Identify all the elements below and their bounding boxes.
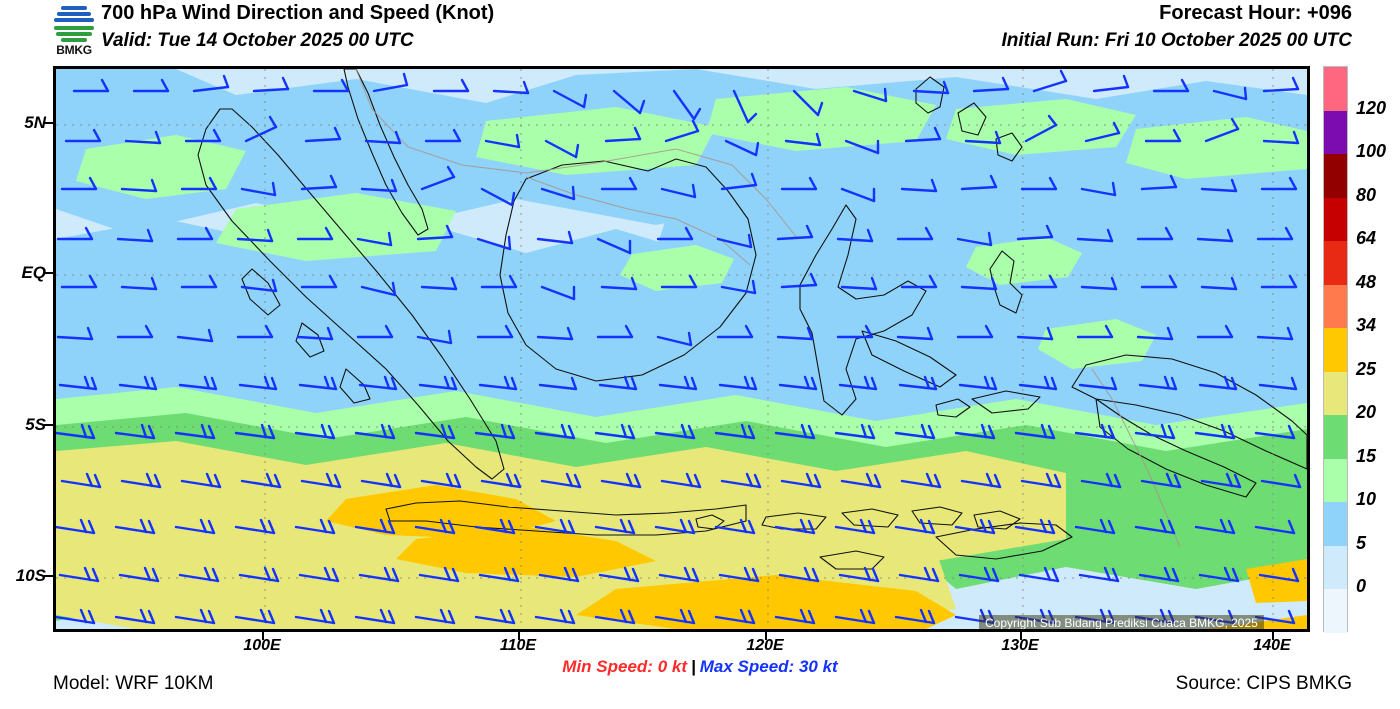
copyright-label: Copyright Sub Bidang Prediksi Cuaca BMKG… (979, 615, 1264, 629)
forecast-hour-label: Forecast Hour: +096 (1159, 2, 1352, 24)
y-axis-tick-eq (44, 272, 53, 274)
valid-time-label: Valid: Tue 14 October 2025 00 UTC (101, 30, 414, 51)
y-axis-label-10s: 10S (15, 566, 46, 585)
y-axis-tick-10s (44, 575, 53, 577)
colorbar-label-5: 5 (1356, 532, 1367, 553)
x-axis-tick-110e (518, 632, 520, 640)
map-svg (56, 69, 1307, 629)
y-axis-label-5n: 5N (24, 113, 46, 132)
model-label: Model: WRF 10KM (53, 673, 214, 694)
colorbar-label-0: 0 (1356, 576, 1367, 597)
weather-map-plot[interactable]: Copyright Sub Bidang Prediksi Cuaca BMKG… (53, 66, 1310, 632)
x-axis-tick-100e (262, 632, 264, 640)
x-axis-label-100e: 100E (243, 637, 281, 654)
min-speed-label: Min Speed: 0 kt (562, 657, 687, 676)
y-axis-tick-5s (44, 424, 53, 426)
x-axis-label-110e: 110E (499, 637, 537, 654)
x-axis-tick-120e (765, 632, 767, 640)
colorbar-label-10: 10 (1356, 489, 1377, 510)
colorbar-label-64: 64 (1356, 228, 1377, 249)
colorbar-band-9 (1324, 197, 1347, 242)
colorbar-band-1 (1324, 545, 1347, 590)
speed-separator: | (690, 657, 696, 676)
colorbar-band-7 (1324, 284, 1347, 329)
colorbar (1323, 66, 1348, 633)
page-title: 700 hPa Wind Direction and Speed (Knot) (101, 2, 495, 24)
colorbar-band-3 (1324, 458, 1347, 503)
colorbar-label-120: 120 (1356, 97, 1387, 118)
x-axis-label-130e: 130E (1001, 637, 1039, 654)
bmkg-logo: BMKG (44, 2, 104, 58)
colorbar-label-25: 25 (1356, 358, 1377, 379)
colorbar-band-8 (1324, 241, 1347, 285)
colorbar-band-4 (1324, 415, 1347, 459)
colorbar-band-6 (1324, 328, 1347, 372)
speed-summary: Min Speed: 0 kt | Max Speed: 30 kt (0, 657, 1400, 677)
colorbar-band-2 (1324, 502, 1347, 546)
colorbar-band-12 (1324, 67, 1347, 111)
x-axis-label-120e: 120E (746, 637, 784, 654)
colorbar-band-10 (1324, 154, 1347, 198)
header: BMKG 700 hPa Wind Direction and Speed (K… (0, 0, 1400, 60)
colorbar-band-0 (1324, 589, 1347, 633)
colorbar-label-48: 48 (1356, 271, 1377, 292)
colorbar-label-15: 15 (1356, 445, 1377, 466)
colorbar-label-80: 80 (1356, 184, 1377, 205)
max-speed-label: Max Speed: 30 kt (699, 657, 838, 676)
y-axis-label-5s: 5S (25, 415, 46, 434)
bmkg-logo-label: BMKG (56, 43, 92, 57)
colorbar-band-5 (1324, 371, 1347, 416)
colorbar-label-34: 34 (1356, 315, 1377, 336)
x-axis-tick-130e (1020, 632, 1022, 640)
x-axis-tick-140e (1272, 632, 1274, 640)
colorbar-band-11 (1324, 110, 1347, 155)
y-axis-label-eq: EQ (21, 263, 46, 282)
y-axis-tick-5n (44, 122, 53, 124)
map-canvas (56, 69, 1307, 629)
initial-run-label: Initial Run: Fri 10 October 2025 00 UTC (1001, 30, 1352, 51)
source-label: Source: CIPS BMKG (1175, 673, 1352, 694)
x-axis-label-140e: 140E (1253, 637, 1291, 654)
bmkg-logo-disc (52, 2, 96, 46)
colorbar-label-100: 100 (1356, 141, 1387, 162)
colorbar-label-20: 20 (1356, 402, 1377, 423)
